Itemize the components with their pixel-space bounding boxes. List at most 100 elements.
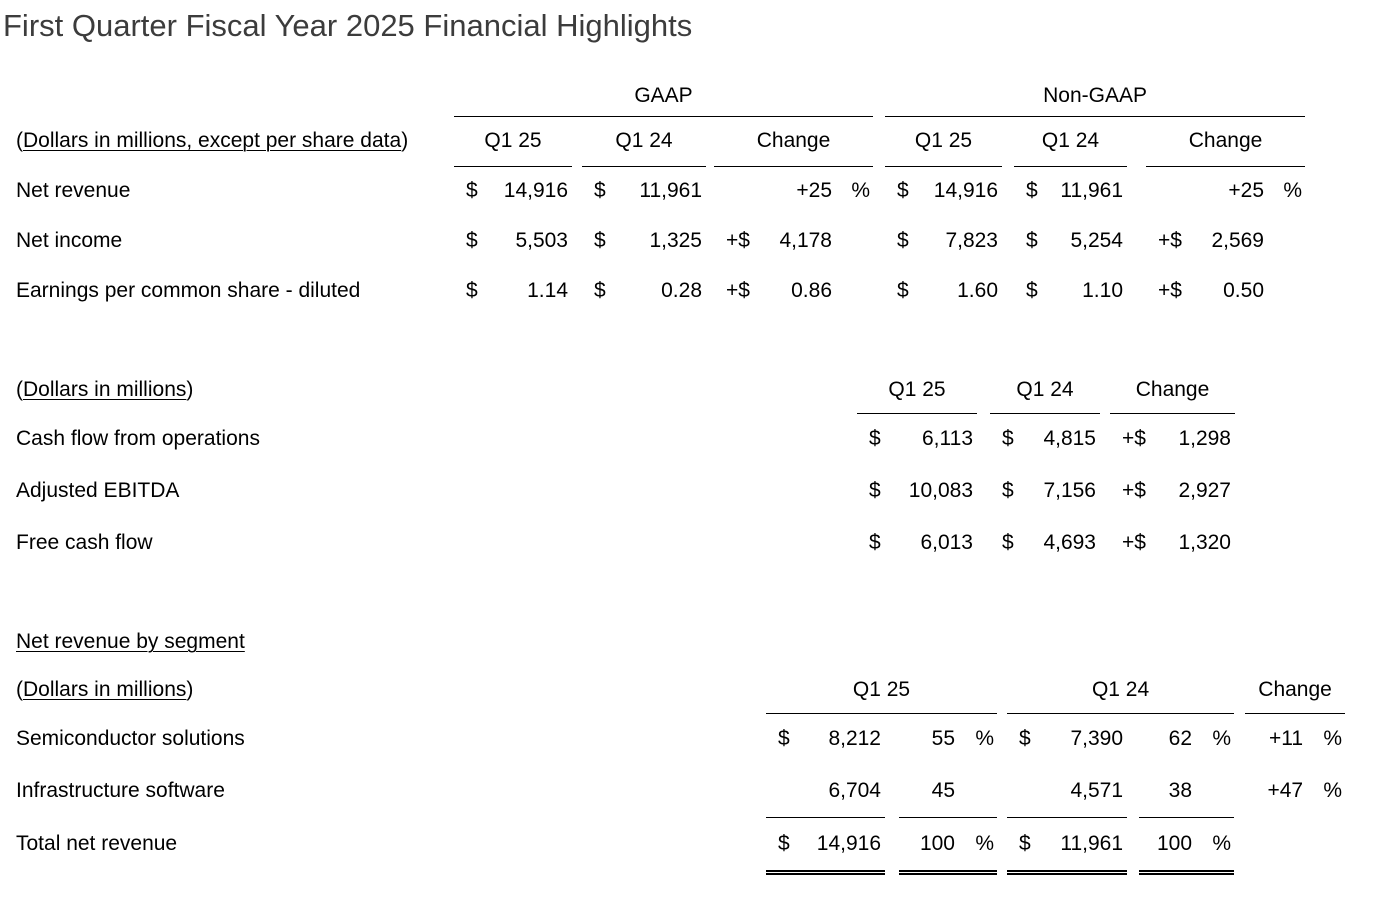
- currency-cell: $: [1019, 727, 1031, 751]
- percent-cell: %: [851, 179, 870, 203]
- spacer: [1127, 216, 1146, 266]
- value-cell: 4,178: [779, 229, 832, 252]
- change-prefix-cell: +$: [726, 229, 750, 252]
- percent-cell: %: [1212, 831, 1232, 855]
- spacer: [997, 817, 1007, 871]
- spacer: [1100, 413, 1110, 465]
- spacer: [977, 517, 990, 569]
- percent-value-cell: 55: [931, 727, 955, 751]
- spacer: [873, 216, 885, 266]
- percent-value-cell: 62: [1168, 727, 1193, 751]
- spacer: [1234, 871, 1245, 874]
- double-rule: [899, 870, 998, 875]
- row-label: Earnings per common share - diluted: [16, 279, 361, 302]
- percent-cell: %: [1323, 779, 1343, 802]
- column-header-q1-24: Q1 24: [990, 367, 1100, 414]
- percent-cell: [1196, 765, 1235, 818]
- change-value-cell: [1245, 817, 1307, 871]
- currency-cell: $: [1002, 531, 1014, 554]
- paren-open: (: [16, 129, 23, 152]
- value-cell: 6,704: [796, 765, 885, 818]
- column-header-q1-24: Q1 24: [1014, 116, 1127, 167]
- currency-cell: $: [466, 179, 478, 203]
- spacer: [997, 765, 1007, 817]
- table-row: Net revenue $ 14,916 $ 11,961 +25 % $ 14…: [16, 166, 1305, 216]
- row-label: Cash flow from operations: [16, 427, 260, 450]
- currency-cell: $: [594, 179, 606, 203]
- value-cell: 7,390: [1070, 727, 1124, 751]
- change-prefix-cell: +$: [1158, 279, 1182, 302]
- page-title: First Quarter Fiscal Year 2025 Financial…: [3, 8, 693, 43]
- spacer: [873, 266, 885, 316]
- value-cell: 14,916: [503, 179, 568, 203]
- currency-cell: $: [594, 229, 606, 252]
- spacer: [16, 871, 766, 874]
- spacer: [572, 266, 582, 316]
- percent-value-cell: 45: [899, 765, 959, 818]
- value-cell: 4,571: [1037, 765, 1128, 818]
- value-cell: 1.60: [957, 279, 998, 302]
- spacer: [1127, 266, 1146, 316]
- change-prefix-cell: +$: [1158, 229, 1182, 252]
- paren-open: (: [16, 378, 23, 401]
- currency-cell: $: [869, 531, 881, 554]
- spacer: [1002, 216, 1014, 266]
- spacer: [1100, 517, 1110, 569]
- change-value-cell: +47: [1267, 779, 1304, 802]
- table-note: (Dollars in millions, except per share d…: [16, 116, 454, 166]
- column-header-change: Change: [1245, 667, 1346, 714]
- value-cell: 14,916: [816, 831, 881, 855]
- spacer: [706, 216, 714, 266]
- percent-cell: [1268, 216, 1305, 266]
- spacer: [1234, 713, 1245, 765]
- spacer: [1127, 116, 1146, 166]
- paren-close: ): [186, 378, 194, 401]
- double-rule: [766, 870, 885, 875]
- column-header-q1-25: Q1 25: [454, 116, 572, 167]
- currency-cell: $: [778, 727, 790, 751]
- value-cell: 1.10: [1082, 279, 1123, 302]
- percent-value-cell: 100: [919, 831, 955, 855]
- currency-cell: $: [466, 279, 478, 302]
- value-cell: 2,927: [1178, 479, 1231, 502]
- value-cell: 6,113: [922, 427, 973, 451]
- row-label: Semiconductor solutions: [16, 727, 245, 750]
- value-cell: 4,693: [1043, 531, 1096, 554]
- percent-cell: %: [975, 727, 995, 751]
- spacer: [873, 166, 885, 216]
- table-note-text: Dollars in millions: [23, 378, 187, 401]
- percent-value-cell: 100: [1156, 831, 1193, 855]
- spacer: [873, 76, 885, 116]
- value-cell: 14,916: [933, 179, 998, 203]
- spacer: [885, 871, 899, 874]
- change-value-cell: +11: [1268, 727, 1304, 751]
- spacer: [706, 116, 714, 166]
- value-cell: 1,298: [1178, 427, 1231, 451]
- spacer: [1234, 817, 1245, 871]
- currency-cell: $: [1002, 427, 1014, 451]
- spacer: [1002, 266, 1014, 316]
- spacer: [885, 817, 899, 871]
- spacer: [706, 166, 714, 216]
- row-label: Free cash flow: [16, 531, 153, 554]
- table-row: Semiconductor solutions $ 8,212 55 % $ 7…: [16, 713, 1345, 765]
- spacer: [16, 76, 454, 116]
- column-header-change: Change: [1146, 116, 1306, 167]
- percent-cell: [836, 266, 873, 316]
- value-cell: 2,569: [1211, 229, 1264, 252]
- spacer: [977, 413, 990, 465]
- column-header-q1-24: Q1 24: [1007, 667, 1235, 714]
- value-cell: 11,961: [1060, 831, 1124, 855]
- percent-cell: %: [1323, 727, 1343, 751]
- table-row: Infrastructure software 6,704 45 4,571 3…: [16, 765, 1345, 818]
- spacer: [706, 266, 714, 316]
- row-label: Net revenue: [16, 179, 131, 202]
- spacer: [977, 465, 990, 517]
- value-cell: 11,961: [639, 179, 702, 203]
- value-cell: 6,013: [920, 531, 973, 554]
- total-double-rule-row: [16, 870, 1345, 875]
- spacer: [1234, 765, 1245, 817]
- value-cell: 5,254: [1070, 229, 1123, 252]
- paren-open: (: [16, 678, 23, 701]
- row-label: Total net revenue: [16, 832, 178, 855]
